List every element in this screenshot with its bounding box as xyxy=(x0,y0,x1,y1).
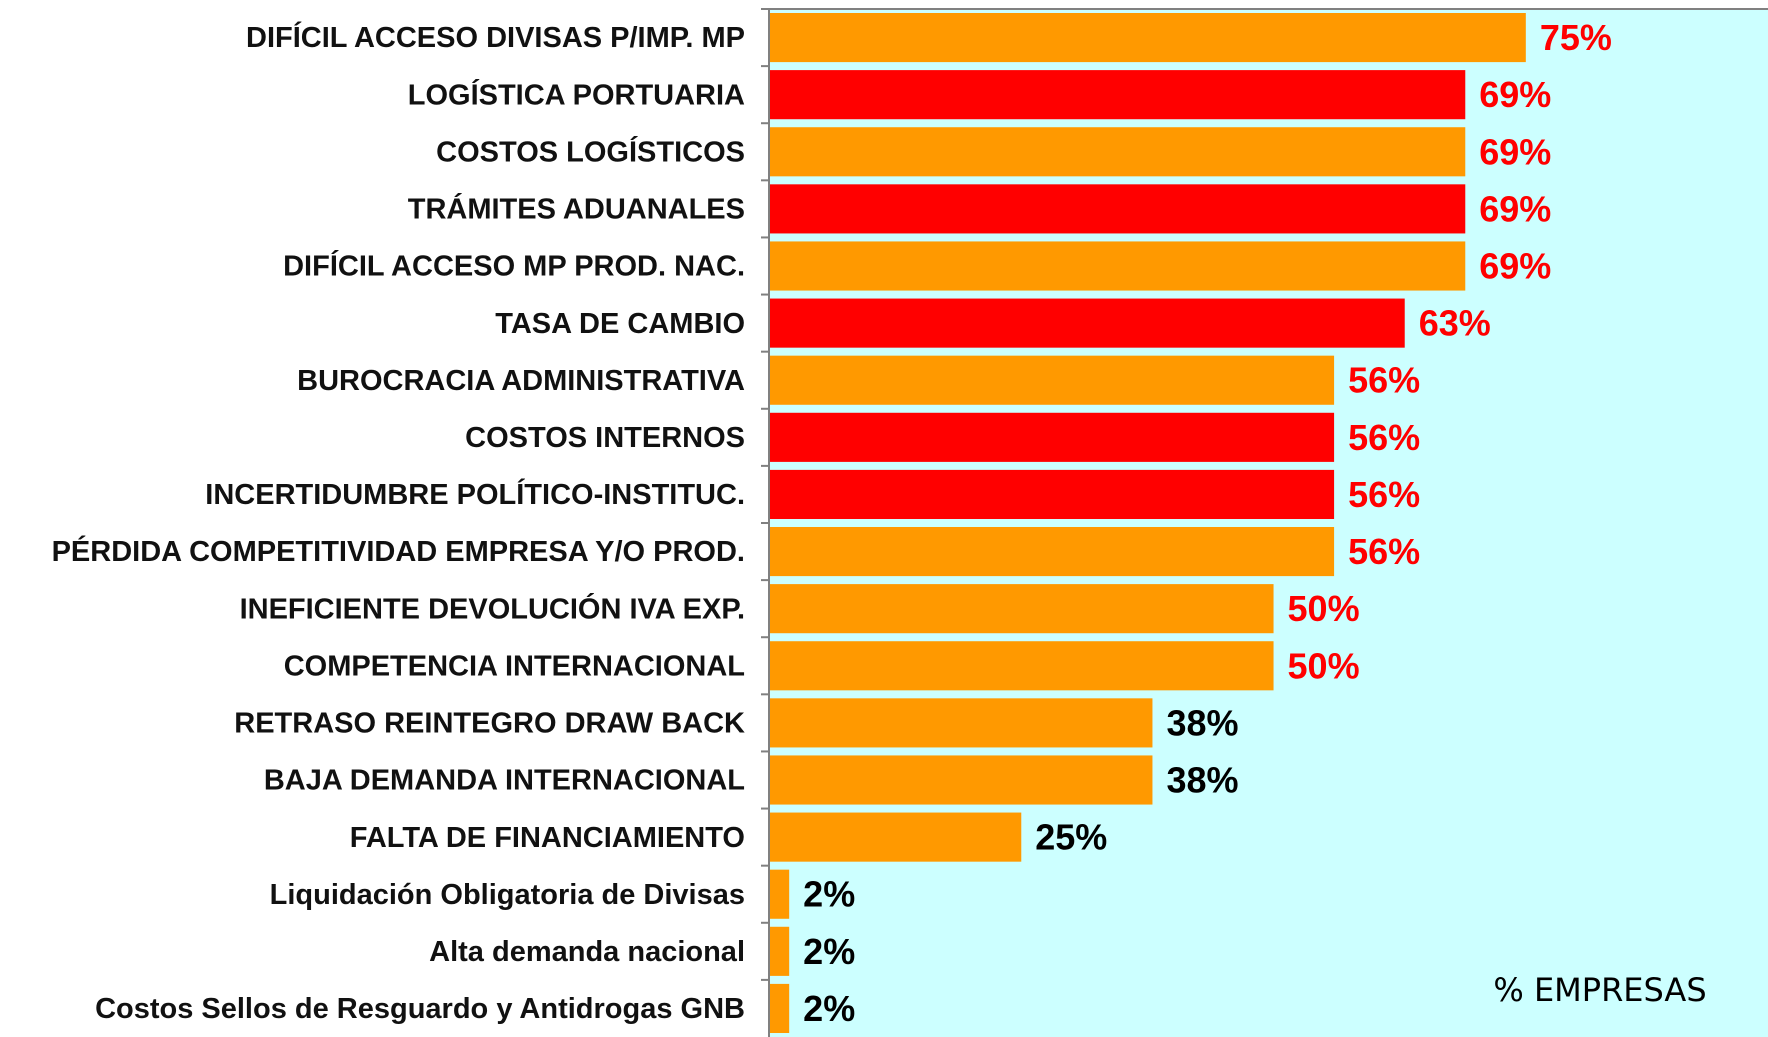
category-label: BUROCRACIA ADMINISTRATIVA xyxy=(297,365,745,397)
bar xyxy=(769,926,790,976)
category-label: DIFÍCIL ACCESO MP PROD. NAC. xyxy=(283,249,745,283)
data-label: 50% xyxy=(1288,645,1360,686)
bar xyxy=(769,184,1466,234)
data-label: 69% xyxy=(1479,188,1551,229)
bar xyxy=(769,698,1153,748)
bar xyxy=(769,526,1335,577)
bar xyxy=(769,812,1022,862)
bar xyxy=(769,70,1466,120)
category-label: FALTA DE FINANCIAMIENTO xyxy=(350,822,745,854)
bar xyxy=(769,641,1274,691)
category-label: TASA DE CAMBIO xyxy=(495,308,745,340)
data-label: 69% xyxy=(1479,131,1551,172)
bar xyxy=(769,412,1335,462)
data-label: 38% xyxy=(1166,702,1238,743)
bar xyxy=(769,12,1526,63)
category-label: BAJA DEMANDA INTERNACIONAL xyxy=(264,765,745,797)
bar xyxy=(769,355,1335,405)
data-label: 63% xyxy=(1419,303,1491,344)
data-label: 50% xyxy=(1288,588,1360,629)
bar xyxy=(769,127,1466,177)
bar xyxy=(769,755,1153,805)
category-label: PÉRDIDA COMPETITIVIDAD EMPRESA Y/O PROD. xyxy=(52,534,745,568)
category-label: INEFICIENTE DEVOLUCIÓN IVA EXP. xyxy=(240,591,745,625)
bar xyxy=(769,469,1335,520)
data-label: 2% xyxy=(803,874,855,915)
category-label: RETRASO REINTEGRO DRAW BACK xyxy=(234,708,745,740)
data-label: 2% xyxy=(803,931,855,972)
data-label: 25% xyxy=(1035,817,1107,858)
data-label: 2% xyxy=(803,988,855,1029)
bar xyxy=(769,584,1274,634)
category-label: COSTOS LOGÍSTICOS xyxy=(436,134,745,168)
data-label: 38% xyxy=(1166,760,1238,801)
category-label: Costos Sellos de Resguardo y Antidrogas … xyxy=(95,993,745,1025)
data-label: 56% xyxy=(1348,360,1420,401)
category-label: INCERTIDUMBRE POLÍTICO-INSTITUC. xyxy=(205,477,745,511)
category-label: Liquidación Obligatoria de Divisas xyxy=(270,879,745,911)
bar xyxy=(769,241,1466,291)
data-label: 56% xyxy=(1348,417,1420,458)
category-label: COMPETENCIA INTERNACIONAL xyxy=(284,650,745,682)
data-label: 69% xyxy=(1479,74,1551,115)
category-label: DIFÍCIL ACCESO DIVISAS P/IMP. MP xyxy=(246,20,745,54)
category-label: Alta demanda nacional xyxy=(429,936,745,968)
bar xyxy=(769,298,1405,348)
data-label: 75% xyxy=(1540,17,1612,58)
data-label: 56% xyxy=(1348,474,1420,515)
category-label: LOGÍSTICA PORTUARIA xyxy=(408,77,745,111)
data-label: 69% xyxy=(1479,246,1551,287)
bar xyxy=(769,983,790,1034)
axis-annotation: % EMPRESAS xyxy=(1493,971,1706,1009)
bar xyxy=(769,869,790,919)
data-label: 56% xyxy=(1348,531,1420,572)
category-label: TRÁMITES ADUANALES xyxy=(408,192,745,226)
plot-area xyxy=(769,9,1768,1037)
category-label: COSTOS INTERNOS xyxy=(465,422,745,454)
